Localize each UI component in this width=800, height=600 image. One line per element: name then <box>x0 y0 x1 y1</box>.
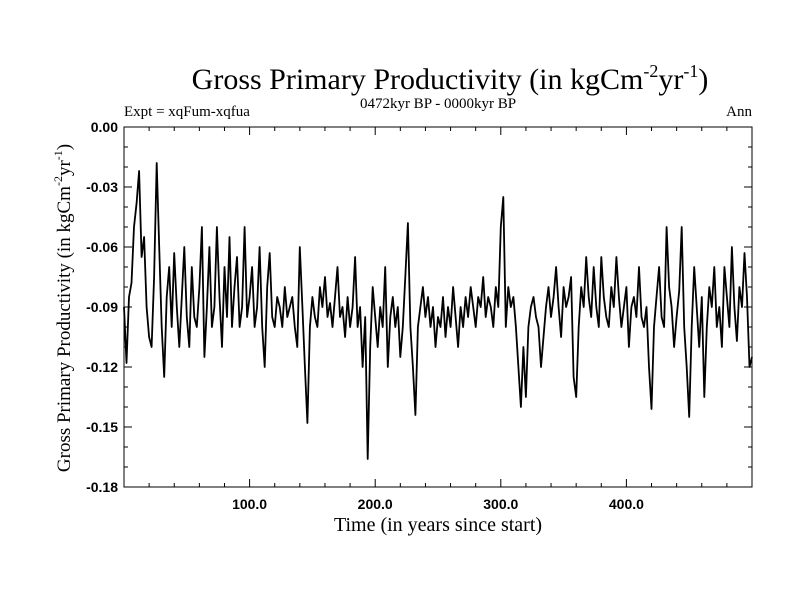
x-axis-label: Time (in years since start) <box>334 514 542 536</box>
subtitle-season: Ann <box>726 104 752 120</box>
y-tick-label: -0.06 <box>86 239 118 255</box>
y-tick-label: -0.12 <box>86 359 118 375</box>
chart-title: Gross Primary Productivity (in kgCm-2yr-… <box>192 61 709 96</box>
y-tick-label: 0.00 <box>91 119 118 135</box>
plot-frame <box>123 126 753 488</box>
y-tick-label: -0.15 <box>86 419 118 435</box>
y-tick-label: -0.18 <box>86 479 118 495</box>
x-tick-label: 200.0 <box>358 496 393 512</box>
series-line <box>123 162 753 460</box>
x-tick-label: 400.0 <box>609 496 644 512</box>
subtitle-experiment: Expt = xqFum-xqfua <box>124 104 250 120</box>
y-tick-label: -0.09 <box>86 299 118 315</box>
y-axis-label: Gross Primary Productivity (in kgCm-2yr-… <box>51 144 75 472</box>
y-tick-label: -0.03 <box>86 179 118 195</box>
subtitle-period: 0472kyr BP - 0000kyr BP <box>360 96 516 112</box>
x-tick-label: 300.0 <box>483 496 518 512</box>
plot-series <box>123 162 753 460</box>
x-tick-label: 100.0 <box>232 496 267 512</box>
